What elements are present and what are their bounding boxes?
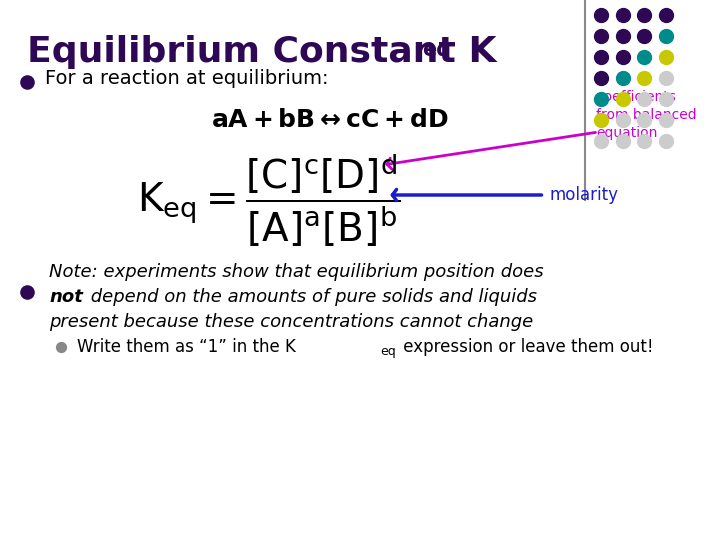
Point <box>595 116 607 124</box>
Point <box>639 53 650 62</box>
Point <box>660 73 672 82</box>
Point <box>595 32 607 40</box>
Point <box>595 53 607 62</box>
Point <box>595 137 607 145</box>
Point <box>55 343 66 352</box>
Text: coefficients
from balanced
equation: coefficients from balanced equation <box>596 90 697 140</box>
Point <box>595 11 607 19</box>
Point <box>617 53 629 62</box>
Text: Equilibrium Constant K: Equilibrium Constant K <box>27 35 497 69</box>
Point <box>660 32 672 40</box>
Text: expression or leave them out!: expression or leave them out! <box>398 338 654 356</box>
Point <box>639 94 650 103</box>
Text: Write them as “1” in the K: Write them as “1” in the K <box>76 338 295 356</box>
Point <box>22 78 33 86</box>
Text: present because these concentrations cannot change: present because these concentrations can… <box>49 313 534 331</box>
Point <box>639 73 650 82</box>
Point <box>660 53 672 62</box>
Point <box>639 32 650 40</box>
Point <box>617 11 629 19</box>
Point <box>617 116 629 124</box>
Point <box>595 94 607 103</box>
Text: eq: eq <box>381 346 396 359</box>
Point <box>617 73 629 82</box>
Point <box>617 94 629 103</box>
Point <box>660 137 672 145</box>
Point <box>639 116 650 124</box>
Point <box>660 94 672 103</box>
Point <box>617 137 629 145</box>
Point <box>617 32 629 40</box>
Point <box>639 11 650 19</box>
Text: $\mathrm{K_{eq} = \dfrac{[C]^c[D]^d}{[A]^a[B]^b}}$: $\mathrm{K_{eq} = \dfrac{[C]^c[D]^d}{[A]… <box>138 151 401 249</box>
Text: For a reaction at equilibrium:: For a reaction at equilibrium: <box>45 69 328 87</box>
Point <box>22 288 33 296</box>
Point <box>660 11 672 19</box>
Text: Note: experiments show that equilibrium position does: Note: experiments show that equilibrium … <box>49 263 544 281</box>
Text: eq: eq <box>422 40 451 60</box>
Point <box>639 137 650 145</box>
Text: molarity: molarity <box>549 186 618 204</box>
Text: $\mathbf{aA+bB \leftrightarrow cC + dD}$: $\mathbf{aA+bB \leftrightarrow cC + dD}$ <box>211 108 449 132</box>
Point <box>595 73 607 82</box>
Text: not: not <box>49 288 83 306</box>
Point <box>660 116 672 124</box>
Text: depend on the amounts of pure solids and liquids: depend on the amounts of pure solids and… <box>86 288 537 306</box>
